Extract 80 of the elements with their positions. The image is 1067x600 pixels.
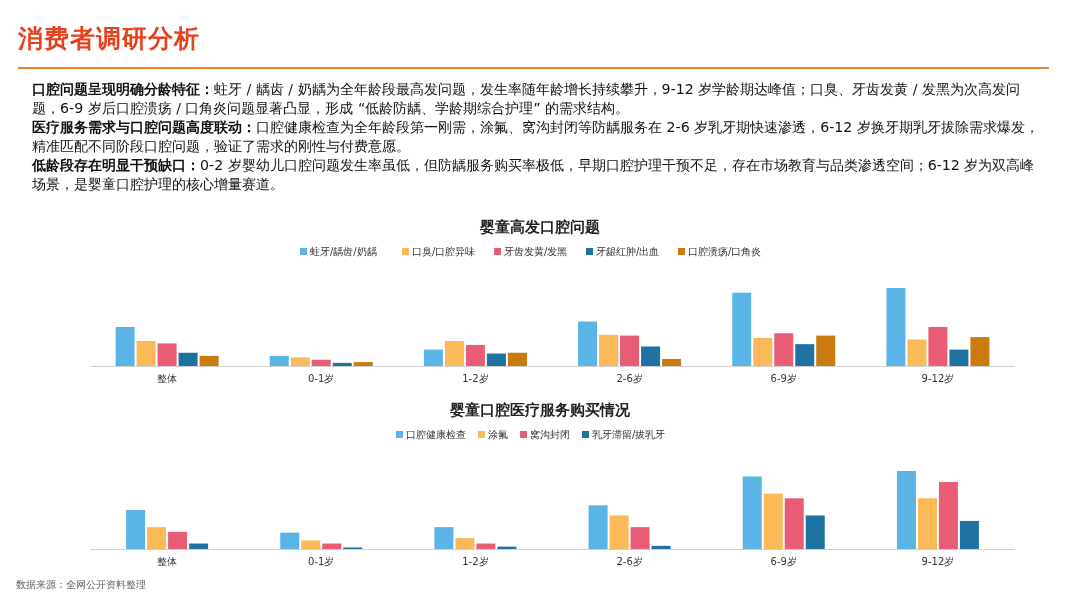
bar (886, 288, 906, 366)
bar (784, 498, 804, 549)
bar (641, 346, 661, 366)
bar (774, 333, 794, 366)
legend-label: 牙龈红肿/出血 (596, 246, 660, 257)
bar (949, 349, 969, 366)
legend-label: 牙齿发黄/发黑 (504, 246, 568, 257)
bar (157, 343, 177, 366)
chart-title: 婴童高发口腔问题 (479, 218, 600, 236)
x-tick-label: 6-9岁 (770, 556, 797, 567)
bar (970, 337, 990, 366)
bar (620, 335, 640, 366)
legend-label: 乳牙滞留/拔乳牙 (592, 429, 666, 440)
bar (578, 321, 598, 366)
bar (732, 292, 752, 366)
bar (189, 543, 209, 549)
bar (588, 505, 608, 549)
bar (907, 339, 927, 366)
bar (917, 498, 937, 549)
bar (651, 545, 671, 549)
source-note: 数据来源：全网公开资料整理 (16, 579, 146, 590)
bar (795, 344, 815, 366)
chart-title: 婴童口腔医疗服务购买情况 (449, 401, 631, 419)
bar (178, 352, 198, 366)
x-tick-label: 0-1岁 (308, 373, 335, 384)
bar (753, 337, 773, 366)
x-tick-label: 0-1岁 (308, 556, 335, 567)
x-tick-label: 9-12岁 (921, 373, 955, 384)
bar (332, 362, 352, 366)
bar (269, 355, 289, 366)
x-tick-label: 6-9岁 (770, 373, 797, 384)
bar (742, 476, 762, 549)
bar (599, 334, 619, 366)
bar (805, 515, 825, 549)
text: 消费者调研分析 (18, 23, 200, 55)
x-tick-label: 2-6岁 (616, 373, 643, 384)
bar (938, 481, 958, 549)
text: 口腔问题呈现明确分龄特征：蛀牙 / 龋齿 / 奶龋为全年龄段最高发问题，发生率随年龄增长持续攀升，9-12 岁学龄期达峰值；口臭、牙齿发黄 / 发黑为次高发问题，6-9 岁后口腔溃疡 / 口角炎问题显著凸显，形成 “低龄防龋、学龄期综合护理” 的需求结构。 (32, 80, 1022, 118)
bar (928, 327, 948, 366)
bar (115, 327, 135, 366)
bar (455, 538, 475, 549)
bar (444, 341, 464, 366)
bar (507, 352, 527, 366)
bar (476, 543, 496, 549)
legend-label: 口腔溃疡/口角炎 (688, 246, 762, 257)
text: 医疗服务需求与口腔问题高度联动：口腔健康检查为全年龄段第一刚需，涂氟、窝沟封闭等防龋服务在 2-6 岁乳牙期快速渗透，6-12 岁换牙期乳牙拔除需求爆发，精准匹配不同阶段口腔问题，验证了需求的刚性与付费意愿。 (32, 118, 1040, 156)
x-tick-label: 2-6岁 (616, 556, 643, 567)
bar (486, 353, 506, 366)
bar (662, 358, 682, 366)
bar (280, 532, 300, 549)
bar (290, 357, 310, 366)
text: 低龄段存在明显干预缺口：0-2 岁婴幼儿口腔问题发生率虽低，但防龋服务购买率极低，早期口腔护理干预不足，存在市场教育与品类渗透空间；6-12 岁为双高峰场景，是婴童口腔护理的核心增量赛道。 (32, 156, 1036, 194)
bar (353, 362, 373, 366)
bar (465, 344, 485, 366)
bar (301, 540, 321, 549)
bar (147, 527, 167, 549)
bar (896, 471, 916, 549)
bar (126, 510, 146, 549)
legend-label: 口臭/口腔异味 (412, 246, 476, 257)
x-tick-label: 整体 (157, 373, 178, 384)
bar (959, 520, 979, 549)
bar (199, 355, 219, 366)
bar (434, 527, 454, 549)
bar (630, 527, 650, 549)
bar (423, 349, 443, 366)
bar (136, 341, 156, 366)
x-tick-label: 9-12岁 (921, 556, 955, 567)
x-tick-label: 1-2岁 (462, 556, 489, 567)
bar (322, 543, 342, 549)
x-tick-label: 整体 (157, 556, 178, 567)
bar (609, 515, 629, 549)
bar (168, 531, 188, 549)
legend-label: 涂氟 (488, 429, 508, 440)
bar (763, 493, 783, 549)
legend-label: 窝沟封闭 (530, 429, 570, 440)
bar (311, 359, 331, 366)
bar (816, 335, 836, 366)
x-tick-label: 1-2岁 (462, 373, 489, 384)
legend-label: 蛀牙/龋齿/奶龋 (310, 246, 377, 257)
legend-label: 口腔健康检查 (406, 429, 466, 440)
